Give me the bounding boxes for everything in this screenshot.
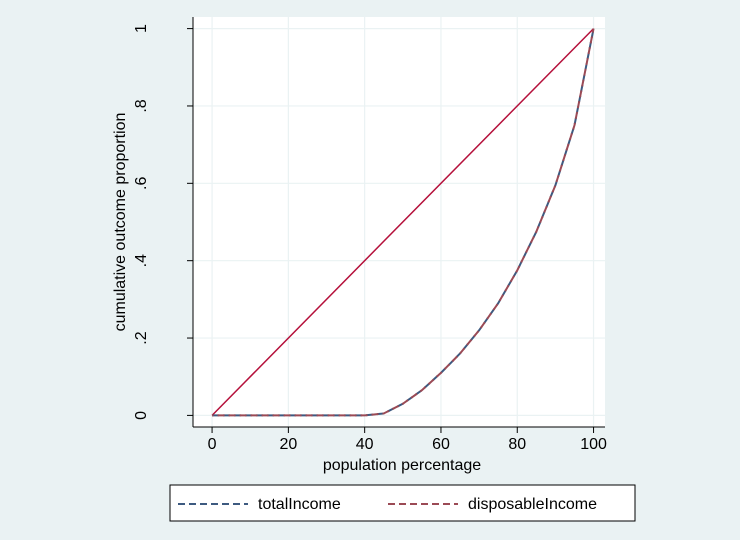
plot-area: [193, 17, 605, 427]
y-axis-title: cumulative outcome proportion: [112, 113, 129, 332]
x-tick-label: 80: [508, 436, 526, 453]
grid: [193, 17, 605, 427]
legend-label-disposableIncome: disposableIncome: [468, 496, 597, 513]
legend: totalIncome disposableIncome: [169, 484, 636, 522]
y-tick-label: .4: [133, 254, 150, 267]
x-tick-label: 60: [432, 436, 450, 453]
y-tick-label: 0: [133, 411, 150, 420]
x-axis-title: population percentage: [323, 457, 481, 474]
x-tick-label: 100: [580, 436, 607, 453]
y-tick-label: .2: [133, 331, 150, 344]
y-tick-label: 1: [133, 24, 150, 33]
equality-line: [211, 28, 595, 416]
series-line-disposableIncome: [212, 28, 595, 417]
y-tick-label: .8: [133, 99, 150, 112]
y-tick-label: .6: [133, 177, 150, 190]
x-tick-label: 40: [356, 436, 374, 453]
x-tick-label: 0: [208, 436, 217, 453]
series-layer: [211, 28, 595, 417]
legend-label-totalIncome: totalIncome: [258, 496, 341, 513]
x-tick-label: 20: [279, 436, 297, 453]
axes: 0 20 40 60 80 100 0 .2 .4 .6 .8 1: [133, 17, 607, 453]
